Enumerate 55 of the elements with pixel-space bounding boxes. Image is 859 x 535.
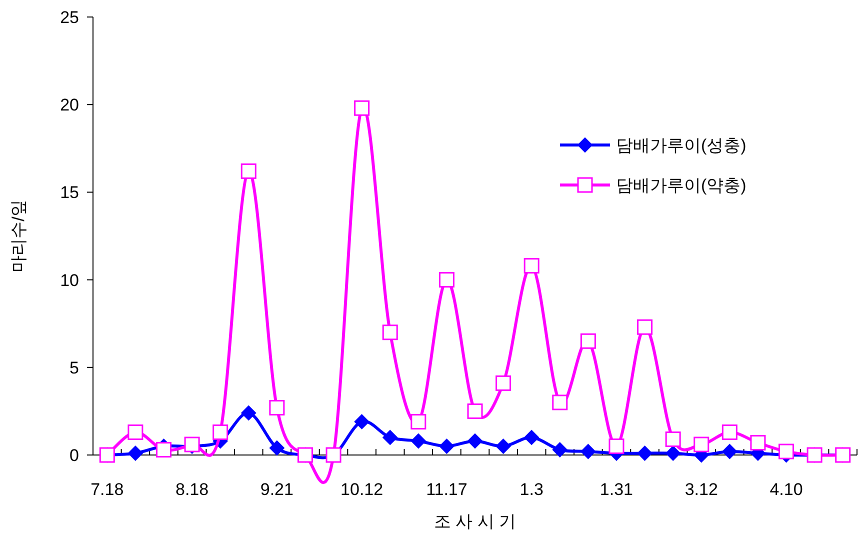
point	[241, 405, 256, 420]
point	[354, 100, 370, 116]
y-axis-title: 마리수/잎	[9, 200, 28, 272]
point	[128, 446, 143, 461]
point	[269, 440, 284, 456]
x-tick-label: 7.18	[90, 480, 124, 499]
point	[722, 444, 738, 459]
x-tick-label: 1.3	[520, 480, 544, 499]
y-tick-label: 0	[70, 446, 79, 465]
point	[382, 324, 398, 340]
legend-label: 담배가루이(약충)	[616, 176, 746, 195]
x-tick-label: 1.31	[600, 480, 634, 499]
x-tick-label: 3.12	[684, 480, 718, 499]
y-tick-label: 20	[60, 96, 79, 115]
point	[778, 444, 794, 460]
point	[467, 403, 483, 419]
x-axis-title: 조 사 시 기	[434, 512, 516, 531]
point	[750, 434, 766, 450]
point	[580, 333, 596, 349]
x-tick-label: 8.18	[175, 480, 209, 499]
x-tick-label: 4.10	[770, 480, 803, 499]
y-tick-label: 5	[70, 358, 79, 378]
point	[438, 272, 454, 288]
point	[128, 424, 144, 440]
y-tick-label: 10	[60, 270, 79, 290]
point	[524, 430, 540, 445]
point	[608, 438, 624, 454]
x-tick-label: 11.17	[426, 480, 468, 499]
point	[496, 375, 512, 391]
point	[382, 430, 398, 445]
point	[156, 442, 172, 458]
point	[580, 444, 596, 459]
x-tick-label: 9.21	[260, 480, 294, 499]
point	[439, 438, 454, 454]
point	[694, 436, 710, 452]
point	[524, 258, 540, 274]
point	[637, 319, 653, 335]
y-tick-label: 25	[60, 8, 79, 27]
legend-label: 담배가루이(성충)	[616, 136, 746, 155]
point	[410, 414, 426, 430]
point	[410, 433, 426, 448]
point	[240, 163, 256, 179]
point	[722, 424, 738, 440]
point	[665, 431, 681, 447]
y-tick-label: 15	[60, 183, 79, 202]
point	[552, 442, 568, 458]
point	[637, 446, 652, 461]
point	[354, 414, 370, 430]
point	[552, 394, 568, 410]
point	[666, 446, 681, 461]
point	[496, 438, 511, 454]
point	[468, 433, 482, 448]
point	[269, 400, 285, 416]
point	[212, 424, 228, 440]
x-tick-label: 10.12	[340, 480, 384, 499]
